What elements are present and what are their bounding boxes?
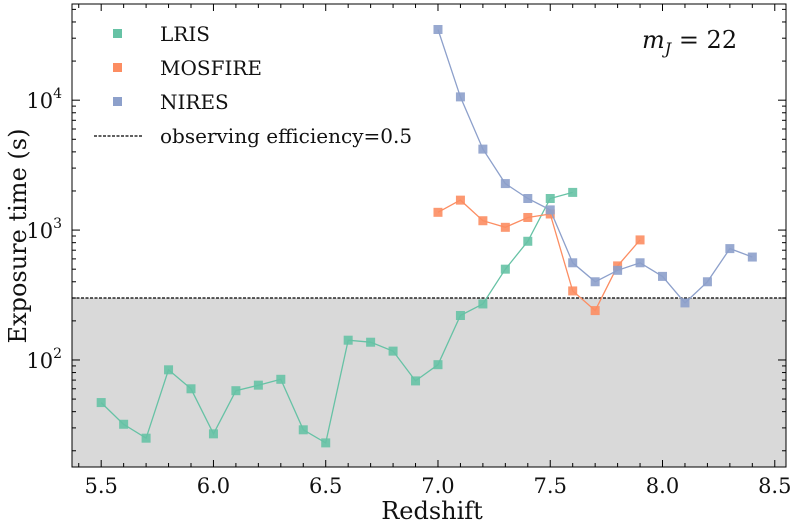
point-nires (725, 244, 735, 254)
point-lris (164, 365, 174, 375)
point-nires (702, 277, 712, 287)
legend: LRIS MOSFIRE NIRES observing efficiency=0.5 (94, 22, 412, 148)
x-tick-label: 5.5 (84, 474, 117, 498)
point-nires (523, 194, 533, 204)
point-lris (141, 433, 151, 443)
point-lris (231, 386, 241, 396)
point-lris (208, 429, 218, 439)
x-tick-label: 6.0 (197, 474, 230, 498)
point-lris (523, 236, 533, 246)
x-tick-label: 7.0 (421, 474, 454, 498)
point-nires (680, 298, 690, 308)
point-nires (568, 258, 578, 268)
point-mosfire (635, 235, 645, 245)
point-lris (276, 374, 286, 384)
point-lris (478, 299, 488, 309)
point-lris (96, 398, 106, 408)
point-mosfire (500, 222, 510, 232)
series-line-lris (100, 191, 573, 444)
y-tick-label: 104 (26, 86, 62, 113)
point-nires (658, 271, 668, 281)
x-axis-label: Redshift (381, 497, 483, 525)
point-lris (253, 380, 263, 390)
point-mosfire (478, 216, 488, 226)
point-lris (568, 187, 578, 197)
point-nires (455, 92, 465, 102)
point-nires (478, 144, 488, 154)
point-lris (388, 346, 398, 356)
legend-label-threshold: observing efficiency=0.5 (160, 124, 412, 148)
point-lris (411, 376, 421, 386)
point-nires (500, 179, 510, 189)
legend-label-nires: NIRES (160, 90, 229, 114)
point-nires (590, 277, 600, 287)
x-tick-label: 6.5 (309, 474, 342, 498)
point-nires (635, 258, 645, 268)
y-tick-label: 103 (26, 216, 62, 243)
point-lris (366, 337, 376, 347)
point-lris (343, 335, 353, 345)
y-axis-label: Exposure time (s) (4, 129, 32, 344)
point-nires (613, 265, 623, 275)
point-lris (119, 419, 129, 429)
series-line-mosfire (437, 199, 641, 312)
point-mosfire (455, 195, 465, 205)
series-line-nires (437, 29, 753, 304)
point-lris (545, 194, 555, 204)
shaded-region (72, 297, 786, 467)
x-tick-label: 8.0 (646, 474, 679, 498)
plot-frame (71, 3, 787, 468)
legend-label-mosfire: MOSFIRE (160, 56, 262, 80)
point-mosfire (433, 207, 443, 217)
point-lris (455, 310, 465, 320)
x-tick-label: 7.5 (534, 474, 567, 498)
point-mosfire (568, 286, 578, 296)
legend-marker-lris (113, 29, 122, 38)
legend-marker-mosfire (113, 63, 122, 72)
point-mosfire (590, 306, 600, 316)
point-lris (433, 360, 443, 370)
point-lris (186, 384, 196, 394)
magnitude-annotation: mJ = 22 (642, 26, 737, 58)
y-tick-label: 102 (26, 346, 62, 373)
point-lris (298, 425, 308, 435)
point-mosfire (523, 212, 533, 222)
x-tick-label: 8.5 (758, 474, 791, 498)
point-nires (433, 24, 443, 34)
point-nires (747, 252, 757, 262)
point-lris (500, 264, 510, 274)
point-lris (321, 438, 331, 448)
point-nires (545, 205, 555, 215)
plot-area: 5.5 6.0 6.5 7.0 7.5 8.0 8.5 102 103 104 (26, 3, 791, 498)
legend-label-lris: LRIS (160, 22, 210, 46)
legend-marker-nires (113, 97, 122, 106)
